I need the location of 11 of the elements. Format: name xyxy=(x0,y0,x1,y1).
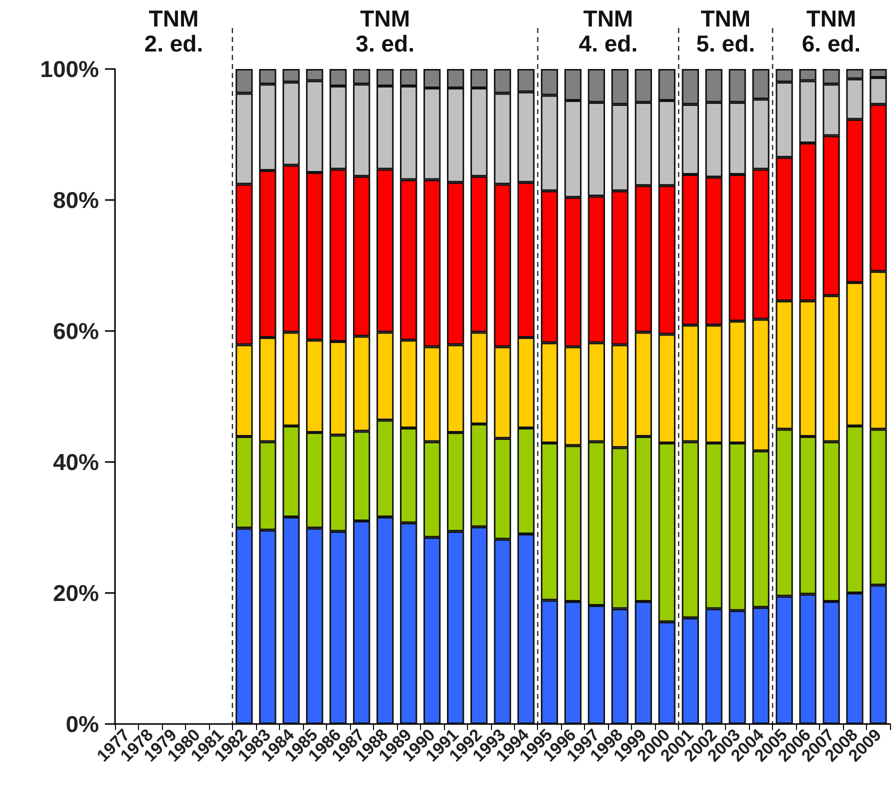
y-tick-label: 0% xyxy=(66,711,99,737)
text: TNM 5. ed. xyxy=(696,6,756,56)
text: TNM 4. ed. xyxy=(578,6,638,56)
y-tick-label: 80% xyxy=(52,187,99,213)
text: TNM 2. ed. xyxy=(144,6,204,56)
y-tick-label: 100% xyxy=(40,56,99,82)
text: TNM 6. ed. xyxy=(802,6,861,56)
text: TNM 3. ed. xyxy=(356,6,414,56)
y-tick-label: 40% xyxy=(52,449,99,475)
y-tick-label: 60% xyxy=(52,318,99,344)
y-tick-label: 20% xyxy=(52,580,99,606)
